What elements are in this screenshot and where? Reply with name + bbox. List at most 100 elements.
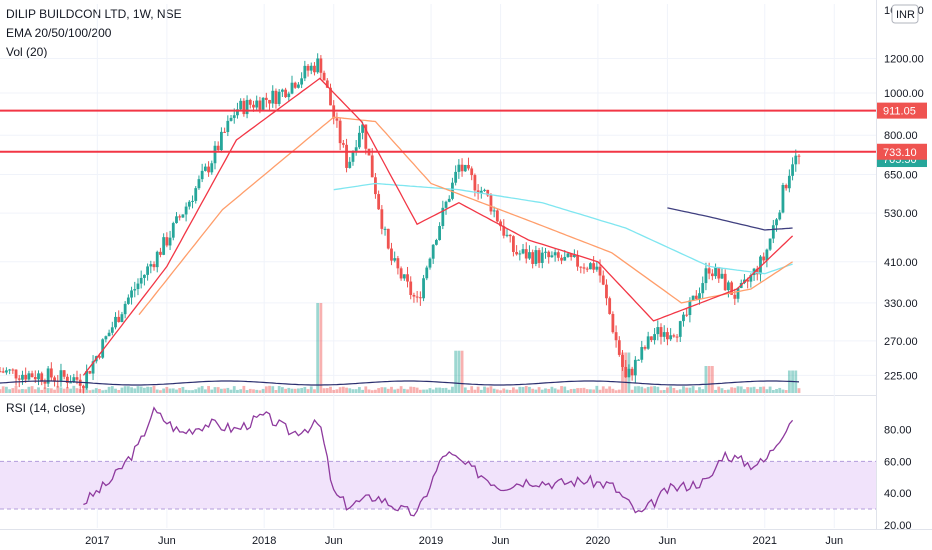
candle-body — [646, 336, 650, 349]
volume-bar — [755, 389, 759, 393]
candle-body — [322, 72, 326, 81]
time-tick-label: Jun — [825, 535, 843, 547]
volume-bar — [685, 387, 689, 393]
volume-bar — [383, 387, 387, 393]
candle-body — [325, 80, 329, 88]
volume-bar — [518, 386, 522, 393]
candle-body — [515, 251, 519, 255]
volume-bar — [463, 387, 467, 393]
candle-body — [252, 104, 255, 108]
candle-body — [72, 377, 76, 383]
candle-body — [406, 274, 409, 282]
volume-legend: Vol (20) — [6, 45, 47, 59]
volume-bar — [743, 389, 746, 393]
candle-body — [21, 374, 24, 380]
volume-bar — [553, 388, 557, 393]
volume-bar — [495, 389, 499, 393]
candle-body — [27, 373, 31, 380]
candle-body — [726, 282, 730, 291]
candle-body — [178, 216, 182, 218]
candle-body — [460, 164, 464, 172]
candle-body — [184, 206, 188, 215]
volume-bar — [216, 387, 220, 393]
candle-body — [791, 164, 794, 176]
volume-bar — [714, 389, 717, 393]
candle-body — [560, 257, 563, 261]
candle-body — [659, 327, 663, 337]
volume-bar — [335, 389, 339, 393]
volume-bar — [345, 387, 348, 393]
volume-bar — [364, 386, 368, 393]
volume-bar — [159, 390, 162, 393]
candle-body — [62, 370, 66, 377]
volume-bar — [672, 388, 676, 393]
volume-bar — [165, 386, 169, 393]
candle-body — [370, 155, 374, 178]
volume-bar — [422, 389, 425, 393]
candles — [0, 53, 801, 394]
volume-bar — [393, 389, 397, 393]
rsi-tick-label: 20.00 — [884, 520, 912, 532]
candle-body — [309, 65, 313, 71]
candle-body — [518, 253, 522, 255]
price-panel[interactable] — [0, 53, 876, 394]
currency-badge[interactable]: INR — [891, 4, 919, 24]
time-tick-label: 2017 — [85, 535, 109, 547]
candle-body — [755, 268, 759, 275]
candle-body — [598, 266, 602, 276]
candle-body — [422, 278, 425, 299]
volume-bar — [550, 386, 554, 393]
candle-body — [261, 97, 265, 110]
volume-bar — [441, 388, 445, 393]
candle-body — [203, 166, 207, 171]
candle-body — [293, 82, 297, 88]
candle-body — [357, 132, 361, 148]
volume-bar — [653, 386, 656, 393]
volume-bar — [572, 388, 576, 393]
candle-body — [621, 354, 624, 367]
candle-body — [255, 100, 259, 108]
candle-body — [248, 99, 252, 105]
candle-body — [329, 87, 332, 106]
candle-body — [428, 258, 432, 268]
volume-bar — [726, 389, 730, 393]
volume-bar — [17, 389, 21, 393]
candle-body — [759, 256, 762, 275]
volume-bar — [200, 386, 204, 393]
candle-body — [290, 82, 294, 94]
candle-body — [720, 273, 724, 279]
price-tick-label: 410.00 — [884, 257, 918, 269]
candle-body — [332, 105, 336, 119]
candle-body — [611, 313, 615, 333]
volume-bar — [361, 389, 364, 393]
rsi-panel[interactable] — [0, 406, 876, 517]
candle-body — [88, 371, 92, 374]
volume-bar — [322, 388, 326, 393]
volume-bar — [431, 389, 435, 393]
volume-bar — [329, 386, 332, 393]
candle-body — [566, 253, 570, 257]
currency-label: INR — [896, 9, 915, 21]
candle-body — [207, 166, 210, 173]
candle-body — [49, 368, 53, 378]
ema-legend: EMA 20/50/100/200 — [6, 26, 112, 40]
volume-bar — [409, 386, 413, 393]
candle-body — [653, 334, 656, 341]
candle-body — [271, 90, 275, 104]
volume-bar — [521, 387, 525, 393]
candle-body — [149, 264, 153, 267]
candle-body — [553, 252, 557, 256]
candle-body — [486, 189, 490, 196]
candle-body — [476, 190, 480, 194]
level-tag-label: 733.10 — [883, 147, 917, 159]
volume-bar — [418, 389, 422, 393]
candle-body — [736, 287, 740, 299]
candle-body — [746, 279, 750, 282]
candle-body — [374, 177, 377, 195]
candle-body — [319, 58, 323, 73]
volume-bar — [104, 389, 108, 393]
candle-body — [624, 366, 628, 378]
volume-bar — [540, 389, 544, 393]
candle-body — [85, 371, 89, 388]
